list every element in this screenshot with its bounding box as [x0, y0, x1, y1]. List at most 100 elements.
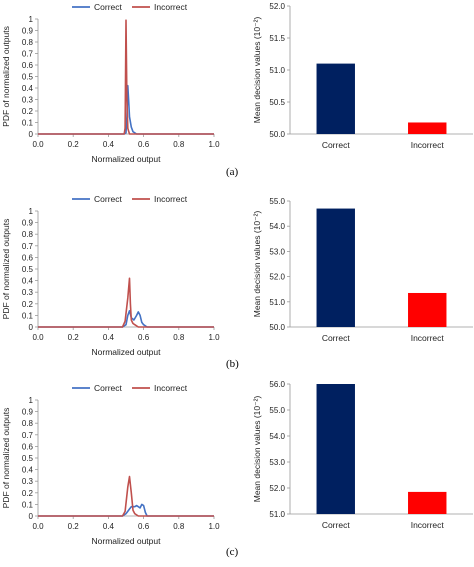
x-tick-label: 0.8	[173, 522, 185, 531]
bar-chart-a: 50.0 50.5 51.0 51.5 52.0 Correct Incorrect Mean…	[252, 2, 473, 150]
x-tick-label: 1.0	[208, 333, 220, 342]
legend-label-correct: Correct	[94, 383, 123, 393]
y-tick-label: 50.0	[269, 323, 285, 332]
series-line-incorrect	[38, 19, 214, 135]
panel-label-c: (c)	[226, 546, 239, 558]
x-category-label: Correct	[322, 520, 351, 530]
series-line-incorrect	[38, 475, 214, 517]
panel-label-a: (a)	[226, 166, 239, 178]
x-tick-label: 0.2	[68, 333, 80, 342]
y-tick-label: 0.6	[22, 442, 34, 451]
y-axis-title: Mean decision values (10⁻²)	[252, 396, 262, 503]
panel-label-b: (b)	[226, 358, 239, 370]
y-tick-label: 53.0	[269, 247, 285, 256]
legend-label-incorrect: Incorrect	[154, 383, 188, 393]
x-tick-label: 0.8	[173, 333, 185, 342]
legend-label-incorrect: Incorrect	[154, 2, 188, 12]
bar-incorrect	[408, 122, 447, 134]
line-chart-b: 0 0.1 0.2 0.3 0.4 0.5 0.6 0.7 0.8 0.9 1 0.0 0.2 0.4 0.…	[1, 194, 220, 357]
y-tick-label: 53.0	[269, 458, 285, 467]
x-tick-label: 0.6	[138, 522, 150, 531]
y-tick-label: 1	[29, 396, 34, 405]
y-tick-label: 1	[29, 15, 34, 24]
y-tick-label: 51.0	[269, 510, 285, 519]
y-tick-label: 51.0	[269, 66, 285, 75]
x-category-label: Incorrect	[411, 140, 445, 150]
y-tick-label: 0.4	[22, 277, 34, 286]
x-tick-label: 0.6	[138, 333, 150, 342]
y-tick-label: 0.6	[22, 61, 34, 70]
bar-correct	[316, 384, 355, 514]
bar-chart-b: 50.0 51.0 52.0 53.0 54.0 55.0 Correct Incorrect…	[252, 197, 473, 343]
x-category-label: Incorrect	[411, 520, 445, 530]
x-category-label: Correct	[322, 140, 351, 150]
y-tick-label: 54.0	[269, 432, 285, 441]
y-tick-label: 0	[29, 323, 34, 332]
series-line-correct	[38, 310, 214, 328]
legend-label-correct: Correct	[94, 2, 123, 12]
y-tick-label: 56.0	[269, 380, 285, 389]
x-tick-label: 0.2	[68, 140, 80, 149]
y-tick-label: 52.0	[269, 273, 285, 282]
y-tick-label: 0.7	[22, 431, 34, 440]
series-line-incorrect	[38, 277, 214, 328]
x-tick-label: 0.2	[68, 522, 80, 531]
bar-chart-c: 51.0 52.0 53.0 54.0 55.0 56.0 Correct Incorrect…	[252, 380, 473, 530]
bar-correct	[316, 208, 355, 327]
x-tick-label: 0.0	[32, 333, 44, 342]
x-category-label: Incorrect	[411, 333, 445, 343]
y-axis-title: Mean decision values (10⁻²)	[252, 211, 262, 318]
x-tick-label: 0.6	[138, 140, 150, 149]
series-line-correct	[38, 84, 214, 135]
y-tick-label: 1	[29, 207, 34, 216]
series-line-correct	[38, 503, 214, 517]
x-tick-label: 0.4	[103, 522, 115, 531]
y-tick-label: 0.1	[22, 119, 34, 128]
y-tick-label: 0.3	[22, 477, 34, 486]
y-tick-label: 51.0	[269, 298, 285, 307]
y-tick-label: 0.8	[22, 230, 34, 239]
y-tick-label: 50.5	[269, 98, 285, 107]
y-tick-label: 0.8	[22, 38, 34, 47]
y-tick-label: 0.5	[22, 265, 34, 274]
x-tick-label: 0.8	[173, 140, 185, 149]
y-tick-label: 0.2	[22, 107, 34, 116]
y-tick-label: 0.1	[22, 311, 34, 320]
y-tick-label: 52.0	[269, 484, 285, 493]
x-tick-label: 1.0	[208, 522, 220, 531]
y-tick-label: 0.2	[22, 489, 34, 498]
x-tick-label: 0.4	[103, 140, 115, 149]
line-chart-a: 0 0.1 0.2 0.3 0.4 0.5 0.6 0.7 0.8 0.9 1 0.0 0.2 0.4 0.…	[1, 2, 220, 164]
y-tick-label: 0.8	[22, 419, 34, 428]
y-tick-label: 50.0	[269, 130, 285, 139]
y-tick-label: 0.7	[22, 50, 34, 59]
x-tick-label: 1.0	[208, 140, 220, 149]
y-tick-label: 55.0	[269, 406, 285, 415]
y-tick-label: 0.9	[22, 27, 34, 36]
x-axis-title: Normalized output	[92, 536, 162, 546]
y-tick-label: 0.5	[22, 73, 34, 82]
y-tick-label: 51.5	[269, 34, 285, 43]
y-tick-label: 0.4	[22, 466, 34, 475]
y-axis-title: Mean decision values (10⁻²)	[252, 17, 262, 124]
y-tick-label: 0.1	[22, 500, 34, 509]
x-axis-title: Normalized output	[92, 347, 162, 357]
y-tick-label: 52.0	[269, 2, 285, 11]
y-tick-label: 0.7	[22, 242, 34, 251]
x-category-label: Correct	[322, 333, 351, 343]
y-tick-label: 55.0	[269, 197, 285, 206]
x-tick-label: 0.0	[32, 522, 44, 531]
y-tick-label: 0.9	[22, 219, 34, 228]
y-tick-label: 0.2	[22, 300, 34, 309]
legend-label-incorrect: Incorrect	[154, 194, 188, 204]
x-tick-label: 0.0	[32, 140, 44, 149]
bar-incorrect	[408, 292, 447, 327]
y-axis-title: PDF of normalized outputs	[1, 408, 11, 509]
x-tick-label: 0.4	[103, 333, 115, 342]
y-tick-label: 0.6	[22, 253, 34, 262]
y-tick-label: 0.5	[22, 454, 34, 463]
y-tick-label: 0.3	[22, 288, 34, 297]
y-tick-label: 0.3	[22, 96, 34, 105]
x-axis-title: Normalized output	[92, 154, 162, 164]
